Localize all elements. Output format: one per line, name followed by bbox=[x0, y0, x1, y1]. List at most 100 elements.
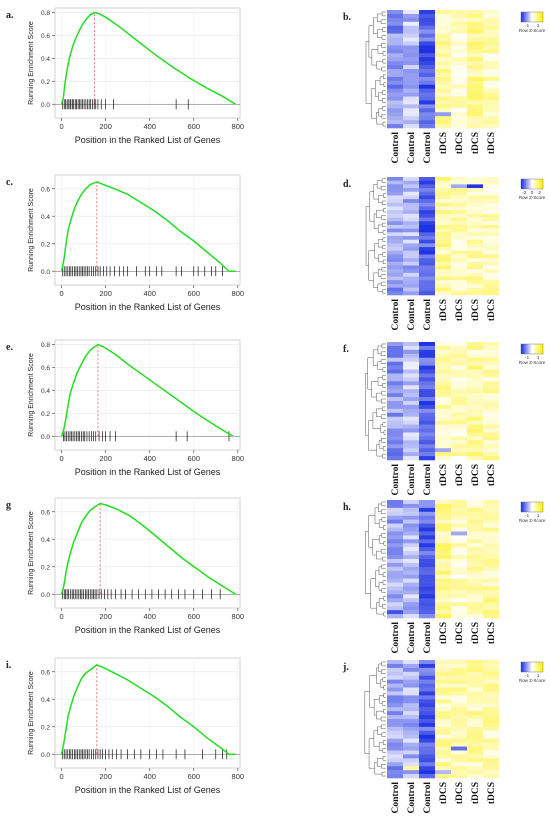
heatmap-cell bbox=[451, 217, 468, 222]
heatmap-cell bbox=[467, 750, 484, 755]
heatmap-cell bbox=[387, 551, 404, 556]
heatmap-cell bbox=[387, 500, 404, 505]
heatmap-cell bbox=[483, 199, 500, 204]
heatmap-cell bbox=[451, 184, 468, 189]
heatmap-cell bbox=[483, 734, 500, 739]
heatmap-cell bbox=[403, 108, 420, 113]
heatmap-cell bbox=[483, 547, 500, 552]
heatmap-cell bbox=[435, 531, 452, 536]
heatmap-cell bbox=[483, 112, 500, 117]
heatmap-cell bbox=[483, 357, 500, 362]
heatmap-cell bbox=[467, 578, 484, 583]
heatmap-cell bbox=[483, 738, 500, 743]
dendrogram-branch bbox=[380, 274, 386, 279]
legend-color-bar bbox=[520, 11, 544, 23]
heatmap-cell bbox=[403, 232, 420, 237]
heatmap-cell bbox=[451, 239, 468, 244]
heatmap-cell bbox=[435, 547, 452, 552]
x-axis-label: Position in the Ranked List of Genes bbox=[75, 302, 221, 312]
heatmap-cell bbox=[435, 373, 452, 378]
heatmap-cell bbox=[435, 574, 452, 579]
heatmap-cell bbox=[435, 210, 452, 215]
heatmap-cell bbox=[387, 679, 404, 684]
heatmap-cell bbox=[387, 17, 404, 23]
dendrogram-branch bbox=[382, 259, 386, 264]
heatmap-cell bbox=[435, 754, 452, 759]
heatmap-cell bbox=[419, 456, 436, 461]
heatmap-cell bbox=[387, 342, 404, 347]
dendrogram-branch bbox=[382, 383, 386, 388]
heatmap-cell bbox=[387, 691, 404, 696]
heatmap-cell bbox=[435, 667, 452, 673]
heatmap-cell bbox=[403, 598, 420, 603]
dendrogram-branch bbox=[383, 208, 386, 213]
dendrogram-branch bbox=[378, 598, 384, 607]
heatmap-cell bbox=[483, 754, 500, 759]
heatmap-cell bbox=[467, 448, 484, 453]
dendrogram-branch bbox=[381, 771, 386, 777]
heatmap-cell bbox=[435, 586, 452, 591]
heatmap-cell bbox=[451, 570, 468, 576]
heatmap-cell bbox=[419, 590, 436, 595]
heatmap-cell bbox=[467, 195, 484, 200]
heatmap-cell bbox=[451, 393, 468, 398]
dendrogram-branch bbox=[368, 25, 374, 58]
heatmap-cell bbox=[451, 29, 468, 34]
heatmap-cell bbox=[403, 428, 420, 433]
dendrogram-branch bbox=[381, 11, 386, 17]
heatmap-cell bbox=[419, 21, 436, 27]
heatmap-cell bbox=[403, 199, 420, 204]
heatmap-cell bbox=[387, 69, 404, 74]
column-label: tDCS bbox=[439, 299, 449, 321]
dendrogram-branch bbox=[381, 732, 386, 737]
heatmap-cell bbox=[403, 239, 420, 244]
heatmap-cell bbox=[483, 389, 500, 394]
heatmap-cell bbox=[435, 444, 452, 449]
heatmap-cell bbox=[403, 543, 420, 548]
heatmap-cell bbox=[451, 283, 468, 288]
heatmap-cell bbox=[419, 228, 436, 233]
panel-label: h. bbox=[343, 502, 352, 513]
heatmap-cell bbox=[483, 663, 500, 669]
heatmap-cell bbox=[387, 416, 404, 421]
heatmap-cell bbox=[419, 707, 436, 712]
heatmap-cell bbox=[387, 96, 404, 101]
heatmap-cell bbox=[467, 210, 484, 215]
heatmap-cell bbox=[467, 191, 484, 196]
dendrogram-branch bbox=[381, 564, 386, 570]
heatmap-cell bbox=[483, 45, 500, 50]
heatmap-cell bbox=[387, 397, 404, 402]
dendrogram-branch bbox=[382, 756, 386, 761]
heatmap-cell bbox=[483, 13, 500, 19]
heatmap-cell bbox=[435, 614, 452, 619]
heatmap-cell bbox=[403, 353, 420, 359]
heatmap-cell bbox=[451, 715, 468, 720]
heatmap-cell bbox=[451, 65, 468, 70]
dendrogram-branch bbox=[381, 66, 386, 72]
heatmap-cell bbox=[435, 543, 452, 548]
heatmap-cell bbox=[419, 393, 436, 398]
x-axis-label: Position in the Ranked List of Genes bbox=[75, 625, 221, 635]
heatmap-cell bbox=[387, 272, 404, 277]
dendrogram-branch bbox=[382, 252, 386, 257]
heatmap-cell bbox=[467, 412, 484, 418]
heatmap-cell bbox=[435, 206, 452, 211]
heatmap-cell bbox=[435, 762, 452, 767]
heatmap-cell bbox=[483, 21, 500, 27]
heatmap-cell bbox=[483, 606, 500, 611]
heatmap-cell bbox=[403, 444, 420, 449]
gsea-panel-0: a. 0.0 0.2 0.4 0.6 0.8 0 200 400 600 800 Position i… bbox=[6, 7, 244, 145]
heatmap-cell bbox=[451, 456, 468, 461]
heatmap-cell bbox=[435, 722, 452, 728]
heatmap-cell bbox=[451, 551, 468, 556]
heatmap-cell bbox=[403, 116, 420, 121]
heatmap-cell bbox=[451, 711, 468, 716]
heatmap-cell bbox=[483, 10, 500, 15]
heatmap-cell bbox=[483, 683, 500, 688]
heatmap-cell bbox=[483, 444, 500, 449]
heatmap-cell bbox=[387, 738, 404, 743]
heatmap-cell bbox=[451, 671, 468, 677]
legend-color-bar bbox=[520, 178, 544, 190]
heatmap-cell bbox=[419, 770, 436, 775]
heatmap-cell bbox=[483, 280, 500, 285]
